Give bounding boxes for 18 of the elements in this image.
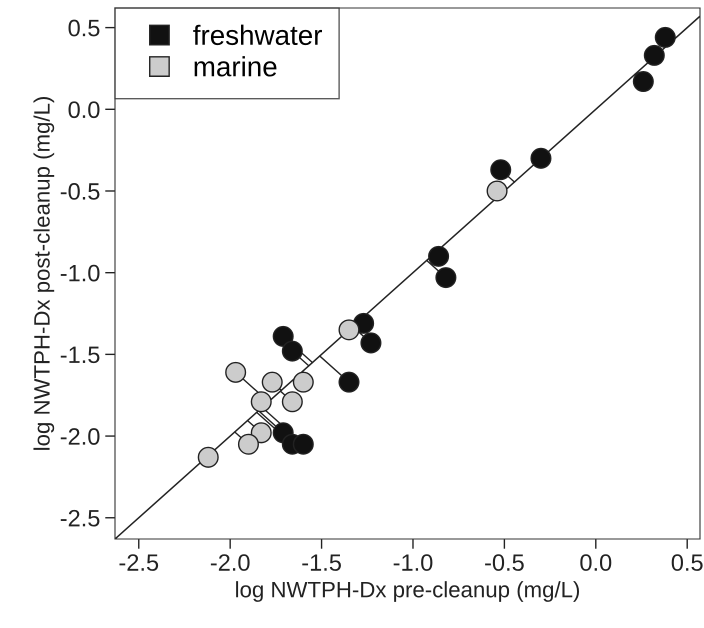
y-tick-label: -2.0 <box>60 428 100 445</box>
x-tick-label: 0.0 <box>580 554 612 571</box>
legend-label: marine <box>194 56 276 77</box>
y-tick-label: -1.5 <box>60 346 100 364</box>
legend-label: freshwater <box>193 24 322 46</box>
y-tick-label: 0.0 <box>68 101 100 118</box>
y-tick-label: -0.5 <box>60 183 100 200</box>
y-tick-label: 0.5 <box>68 20 100 36</box>
y-tick-label: -1.0 <box>60 264 100 282</box>
x-tick-label: -2.0 <box>210 554 250 571</box>
x-axis-title: log NWTPH-Dx pre-cleanup (mg/L) <box>236 581 580 602</box>
x-tick-label: -1.5 <box>302 554 341 571</box>
x-tick-label: -1.0 <box>394 554 432 571</box>
x-tick-label: -0.5 <box>485 554 524 571</box>
x-tick-label: -2.5 <box>119 554 158 571</box>
x-tick-label: 0.5 <box>672 554 703 571</box>
y-tick-label: -2.5 <box>60 510 100 527</box>
y-axis-title: log NWTPH-Dx post-cleanup (mg/L) <box>33 97 54 450</box>
